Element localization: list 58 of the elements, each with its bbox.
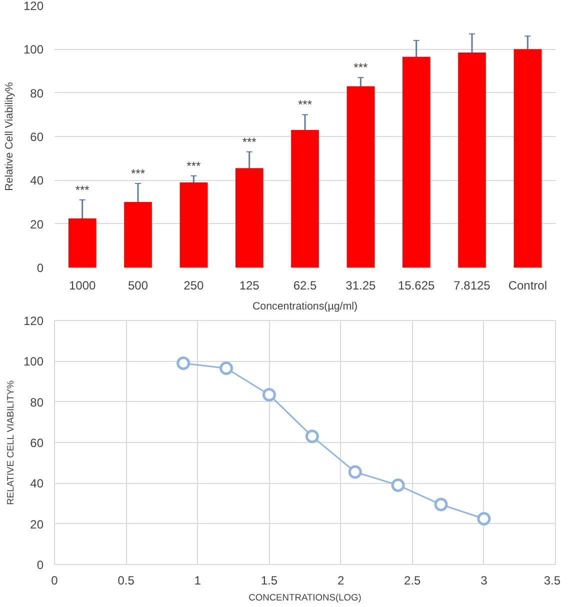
x-tick-label: 62.5 [293,278,318,292]
annotation: *** [130,166,146,180]
bar [235,168,264,268]
y-tick-label: 40 [30,476,44,491]
point [477,512,491,526]
annotation: *** [186,158,201,173]
x-tick-label: 500 [128,278,148,292]
point [220,362,234,376]
point [262,388,276,402]
bar [458,52,486,268]
x-tick-label: 7.8125 [454,278,491,292]
y-tick-label: 100 [23,42,44,57]
annotation: *** [75,182,90,197]
x-tick-label: 1000 [68,278,96,292]
annotation: *** [298,98,312,112]
x-tick-label: Control [508,278,548,292]
x-tick-label: 125 [239,278,260,292]
point [434,498,448,512]
y-tick-label: 60 [30,130,44,144]
y-axis-title: Relative Cell Viability% [3,82,16,191]
x-axis-title: Concentrations(µg/ml) [252,300,358,312]
x-tick-label: 2.5 [404,574,422,588]
x-tick-label: 0 [51,574,58,588]
bar [180,182,208,268]
bar [124,202,152,268]
x-tick-label: 3 [480,574,488,588]
bar [514,49,542,268]
point [348,465,362,479]
x-axis-title: CONCENTRATIONS(LOG) [248,592,362,602]
x-tick-label: 3.5 [544,574,561,588]
x-tick-label: 31.25 [346,278,376,292]
annotation: *** [354,60,368,75]
y-tick-label: 100 [23,354,44,369]
point [305,430,319,444]
y-tick-label: 80 [30,395,44,410]
x-tick-label: 2 [337,574,344,588]
x-tick-label: 1.5 [260,574,278,588]
bar [291,130,319,268]
y-tick-label: 40 [30,174,44,188]
annotation: *** [242,134,257,149]
point [176,356,190,370]
y-tick-label: 20 [30,517,44,532]
point [391,478,405,492]
y-tick-label: 120 [23,0,44,13]
bar [402,56,430,268]
x-tick-label: 15.625 [398,278,436,292]
x-tick-label: 0.5 [118,574,135,588]
bar [346,86,375,268]
y-tick-label: 20 [30,217,44,232]
x-tick-label: 250 [184,278,204,292]
y-tick-label: 120 [23,314,44,328]
y-tick-label: 80 [30,86,44,100]
bar [68,218,96,268]
y-axis-title: RELATIVE CELL VIABILITY% [5,380,16,505]
y-tick-label: 0 [36,558,44,572]
y-tick-label: 60 [30,436,44,450]
x-tick-label: 1 [194,574,202,588]
y-tick-label: 0 [36,261,44,275]
